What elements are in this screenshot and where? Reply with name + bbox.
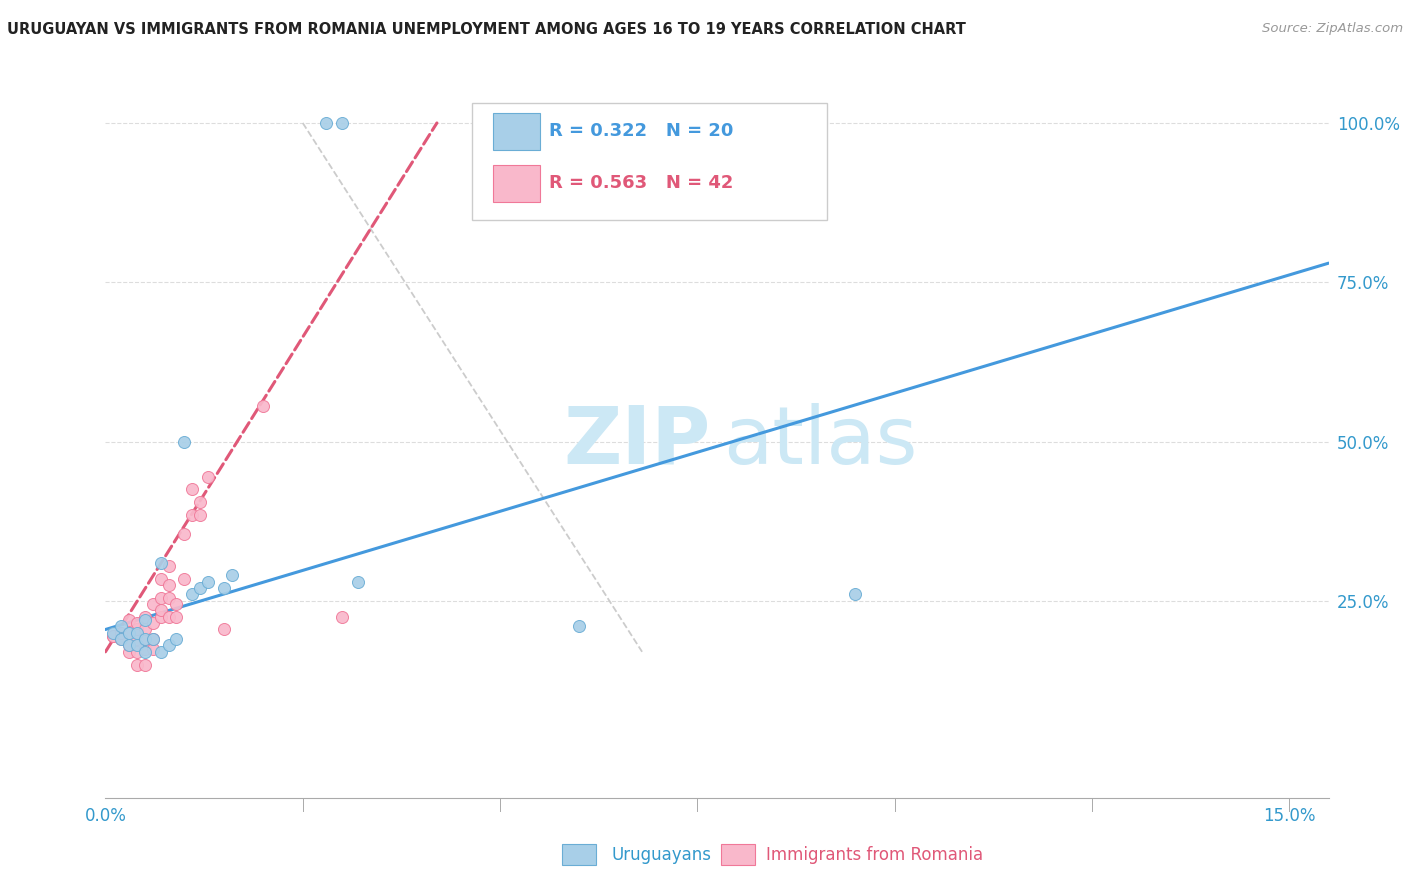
- Point: [103, 625, 125, 640]
- Point: [110, 632, 132, 646]
- Point: [149, 645, 172, 659]
- Point: [134, 632, 156, 646]
- Point: [142, 597, 165, 611]
- Text: Source: ZipAtlas.com: Source: ZipAtlas.com: [1263, 22, 1403, 36]
- Point: [118, 625, 141, 640]
- Point: [212, 623, 235, 637]
- FancyBboxPatch shape: [472, 103, 827, 220]
- Text: ZIP: ZIP: [564, 402, 711, 481]
- Point: [157, 578, 180, 592]
- Text: Immigrants from Romania: Immigrants from Romania: [766, 846, 983, 863]
- Point: [110, 619, 132, 633]
- Point: [330, 609, 353, 624]
- Point: [347, 574, 370, 589]
- Point: [181, 483, 204, 497]
- Point: [157, 558, 180, 573]
- Point: [125, 623, 148, 637]
- Point: [188, 495, 211, 509]
- Point: [157, 639, 180, 653]
- Point: [166, 632, 188, 646]
- Point: [103, 629, 125, 643]
- Point: [252, 400, 274, 414]
- Point: [181, 587, 204, 601]
- Point: [125, 616, 148, 631]
- Point: [142, 632, 165, 646]
- Text: atlas: atlas: [723, 402, 918, 481]
- Point: [157, 591, 180, 605]
- Point: [118, 639, 141, 653]
- Point: [110, 625, 132, 640]
- Point: [110, 632, 132, 646]
- Point: [330, 116, 353, 130]
- Point: [188, 508, 211, 522]
- Point: [142, 632, 165, 646]
- Point: [134, 657, 156, 672]
- Point: [134, 613, 156, 627]
- Point: [157, 609, 180, 624]
- Point: [188, 581, 211, 595]
- Point: [173, 434, 195, 449]
- Point: [125, 639, 148, 653]
- Text: R = 0.322   N = 20: R = 0.322 N = 20: [550, 122, 734, 140]
- Point: [149, 556, 172, 570]
- Text: URUGUAYAN VS IMMIGRANTS FROM ROMANIA UNEMPLOYMENT AMONG AGES 16 TO 19 YEARS CORR: URUGUAYAN VS IMMIGRANTS FROM ROMANIA UNE…: [7, 22, 966, 37]
- Point: [173, 572, 195, 586]
- Text: R = 0.563   N = 42: R = 0.563 N = 42: [550, 174, 734, 192]
- Point: [134, 632, 156, 646]
- Point: [197, 574, 219, 589]
- Point: [134, 609, 156, 624]
- Point: [221, 568, 243, 582]
- Point: [315, 116, 337, 130]
- Point: [118, 625, 141, 640]
- FancyBboxPatch shape: [494, 113, 540, 151]
- Point: [118, 645, 141, 659]
- Point: [134, 645, 156, 659]
- Point: [568, 619, 591, 633]
- Point: [149, 572, 172, 586]
- FancyBboxPatch shape: [494, 165, 540, 202]
- Point: [166, 609, 188, 624]
- Point: [118, 639, 141, 653]
- Point: [149, 603, 172, 617]
- Point: [166, 597, 188, 611]
- Point: [118, 613, 141, 627]
- Point: [142, 616, 165, 631]
- Point: [149, 591, 172, 605]
- Point: [125, 645, 148, 659]
- Point: [181, 508, 204, 522]
- Point: [125, 657, 148, 672]
- Point: [173, 527, 195, 541]
- Point: [142, 641, 165, 656]
- Point: [103, 629, 125, 643]
- Point: [149, 609, 172, 624]
- Point: [844, 587, 866, 601]
- Point: [125, 625, 148, 640]
- Point: [134, 641, 156, 656]
- Point: [197, 469, 219, 483]
- Text: Uruguayans: Uruguayans: [612, 846, 711, 863]
- Point: [125, 632, 148, 646]
- Point: [212, 581, 235, 595]
- Point: [134, 623, 156, 637]
